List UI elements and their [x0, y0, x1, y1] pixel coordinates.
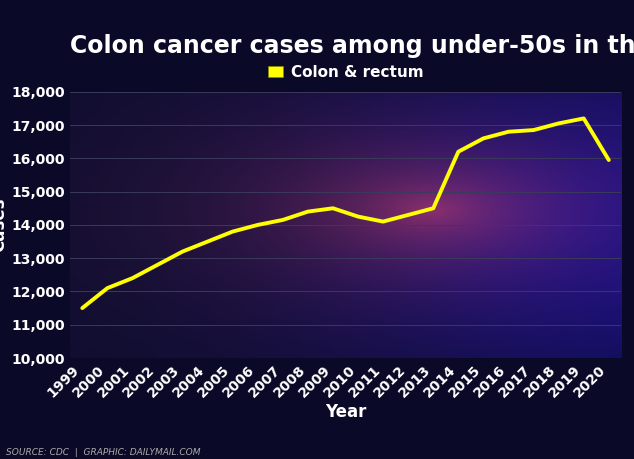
Text: SOURCE: CDC  |  GRAPHIC: DAILYMAIL.COM: SOURCE: CDC | GRAPHIC: DAILYMAIL.COM — [6, 448, 201, 457]
X-axis label: Year: Year — [325, 403, 366, 421]
Text: Colon cancer cases among under-50s in the US: Colon cancer cases among under-50s in th… — [70, 34, 634, 58]
Y-axis label: Cases: Cases — [0, 198, 8, 252]
Legend: Colon & rectum: Colon & rectum — [268, 65, 424, 80]
